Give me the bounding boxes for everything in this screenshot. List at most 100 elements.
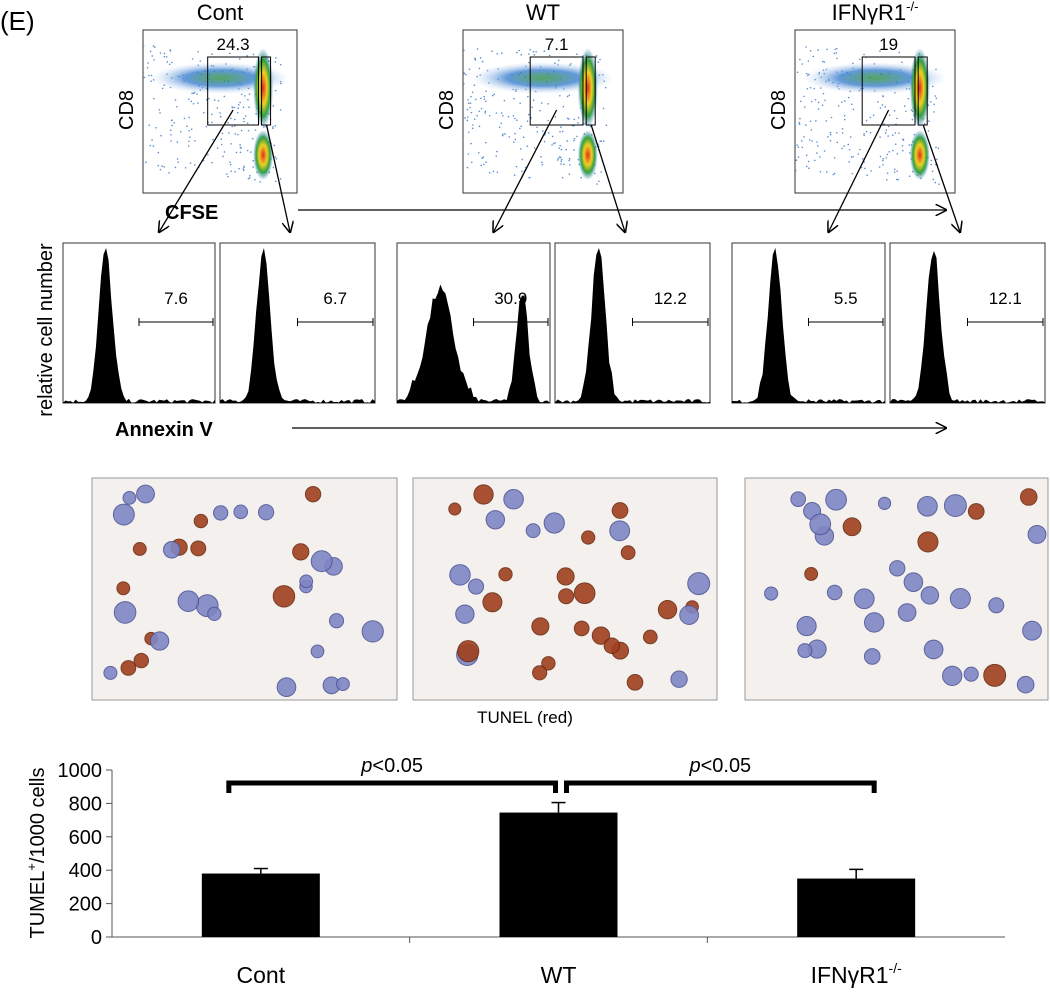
dot (568, 118, 570, 120)
dot (467, 153, 470, 155)
dot (883, 123, 885, 125)
dot (595, 54, 598, 57)
y-label: CD8 (768, 90, 790, 130)
cell (853, 588, 875, 610)
dot (211, 53, 213, 56)
cells (764, 488, 1047, 694)
dot (893, 171, 896, 173)
dot (891, 134, 894, 136)
dot (242, 169, 245, 172)
dot (809, 139, 811, 141)
cell (591, 626, 611, 645)
histogram-curve (890, 250, 1045, 403)
dot (466, 119, 469, 122)
dot (934, 95, 937, 97)
dot (833, 52, 836, 55)
gate (861, 56, 916, 126)
dot (212, 138, 214, 141)
dot (170, 140, 172, 142)
dot (219, 112, 221, 114)
dot (797, 146, 800, 149)
dot (568, 173, 571, 175)
dot (893, 109, 896, 112)
dot (825, 120, 828, 122)
dot (251, 137, 254, 140)
dot (249, 151, 252, 153)
dot (843, 114, 846, 117)
dot (500, 122, 502, 125)
dot (207, 153, 209, 156)
dot (851, 103, 853, 105)
dot (936, 158, 938, 161)
dot (189, 136, 191, 138)
cell (903, 572, 924, 592)
dot (190, 100, 193, 103)
y-axis-label: TUMEL+/1000 cells (24, 767, 49, 938)
dot (463, 139, 464, 142)
dot-plot (142, 29, 298, 194)
dot (935, 146, 937, 149)
gate-arrow (494, 109, 558, 232)
y-tick-label: 200 (69, 894, 102, 916)
histogram-curve (220, 248, 375, 403)
cell (581, 530, 596, 545)
dot (552, 142, 555, 145)
dot (480, 97, 482, 100)
dot (492, 94, 494, 97)
dot (163, 52, 166, 55)
cell (467, 578, 485, 595)
gate (917, 56, 928, 126)
dot (234, 118, 236, 121)
dot (560, 148, 563, 151)
cell (335, 677, 350, 691)
dot (197, 50, 199, 53)
dot (507, 115, 510, 118)
dense (909, 130, 930, 180)
dot (852, 155, 854, 158)
dot (239, 146, 242, 149)
dot (233, 125, 236, 127)
dot (823, 150, 826, 152)
dot (239, 101, 241, 104)
dot (832, 173, 835, 176)
dot (192, 102, 195, 105)
dot (528, 176, 531, 179)
dot (470, 95, 472, 98)
dot (827, 136, 829, 138)
dot (478, 110, 481, 113)
dot (216, 107, 219, 109)
dot (146, 66, 149, 69)
dot (885, 157, 887, 159)
dot (484, 112, 486, 114)
dot (463, 72, 466, 74)
dot (870, 170, 872, 172)
cell (233, 504, 249, 520)
dot (150, 80, 152, 82)
group-title: IFNγR1-/- (832, 0, 919, 25)
label-sup: + (24, 863, 39, 871)
dot (824, 99, 826, 102)
dot (560, 163, 562, 165)
dot (252, 166, 254, 168)
dot (598, 180, 600, 183)
dot (274, 89, 277, 92)
dot (848, 161, 850, 163)
dot (223, 151, 226, 153)
dot (202, 111, 205, 114)
cell (825, 488, 847, 511)
dot (566, 140, 569, 142)
dot (249, 174, 251, 177)
dot (932, 178, 935, 181)
dot (187, 145, 190, 147)
dot (496, 171, 499, 174)
dot (852, 108, 855, 111)
dot (535, 50, 537, 53)
dot (569, 163, 571, 166)
histogram-curve (63, 248, 215, 403)
group-title: WT (526, 0, 560, 25)
dot (929, 100, 932, 103)
cell (449, 564, 471, 586)
cell (212, 505, 229, 521)
micrograph (744, 477, 1049, 701)
dot (155, 126, 157, 129)
